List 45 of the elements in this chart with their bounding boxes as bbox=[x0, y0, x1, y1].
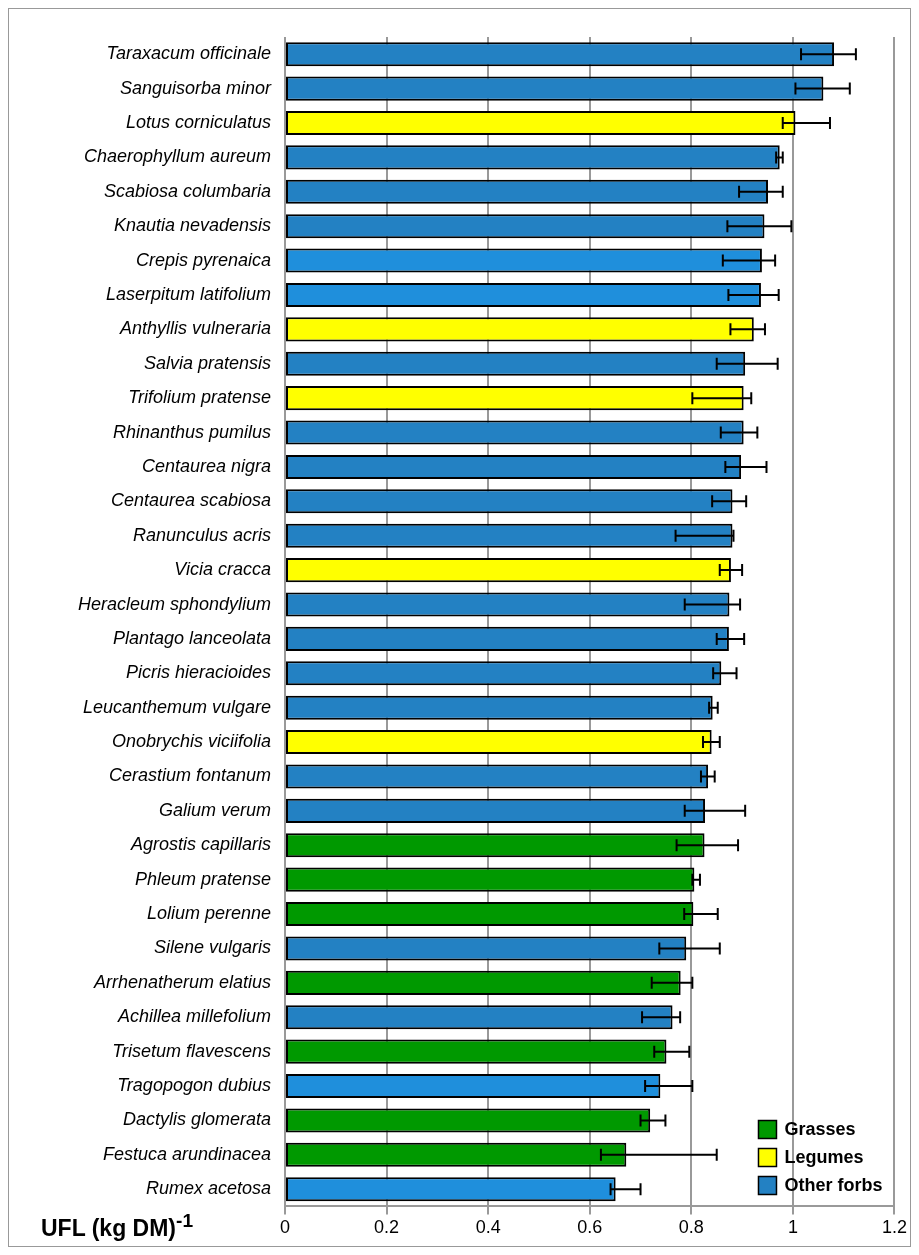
y-tick-label: Scabiosa columbaria bbox=[103, 180, 271, 201]
y-tick-label: Dactylis glomerata bbox=[122, 1109, 271, 1130]
y-tick-label: Lolium perenne bbox=[146, 903, 271, 924]
y-tick-label: Centaurea nigra bbox=[141, 455, 271, 476]
x-tick-label: 1 bbox=[787, 1217, 798, 1238]
y-tick-label: Plantago lanceolata bbox=[112, 627, 271, 648]
x-tick-label: 0.8 bbox=[678, 1217, 704, 1238]
y-tick-label: Knautia nevadensis bbox=[113, 215, 271, 236]
y-tick-label: Rhinanthus pumilus bbox=[112, 421, 271, 442]
x-axis-title: UFL (kg DM)$^{-1}$ bbox=[41, 1210, 194, 1242]
y-tick-label: Cerastium fontanum bbox=[108, 765, 271, 786]
y-tick-label: Onobrychis viciifolia bbox=[111, 731, 271, 752]
y-tick-label: Salvia pratensis bbox=[143, 352, 271, 373]
y-tick-label: Lotus corniculatus bbox=[125, 111, 271, 132]
x-tick-label: 0 bbox=[279, 1217, 291, 1238]
y-tick-label: Vicia cracca bbox=[174, 559, 271, 580]
y-tick-label: Festuca arundinacea bbox=[102, 1143, 271, 1164]
y-tick-label: Centaurea scabiosa bbox=[110, 490, 271, 511]
y-tick-label: Ranunculus acris bbox=[132, 524, 271, 545]
y-tick-label: Silene vulgaris bbox=[153, 937, 271, 958]
y-tick-label: Trifolium pratense bbox=[128, 387, 271, 408]
x-tick-label: 0.4 bbox=[475, 1217, 501, 1238]
legend-label: Grasses bbox=[784, 1119, 856, 1140]
legend-label: Other forbs bbox=[784, 1175, 883, 1196]
y-tick-label: Heracleum sphondylium bbox=[77, 593, 271, 614]
y-tick-label: Agrostis capillaris bbox=[129, 834, 271, 855]
y-tick-label: Arrhenatherum elatius bbox=[92, 971, 271, 992]
y-tick-label: Crepis pyrenaica bbox=[135, 249, 271, 270]
y-tick-label: Laserpitum latifolium bbox=[105, 283, 271, 304]
y-tick-label: Picris hieracioides bbox=[125, 662, 271, 683]
y-tick-label: Leucanthemum vulgare bbox=[82, 696, 271, 717]
legend-label: Legumes bbox=[784, 1147, 864, 1168]
x-tick-label: 0.6 bbox=[577, 1217, 603, 1238]
x-tick-label: 0.2 bbox=[374, 1217, 400, 1238]
y-tick-label: Sanguisorba minor bbox=[119, 77, 272, 98]
y-tick-label: Achillea millefolium bbox=[116, 1006, 271, 1027]
y-tick-label: Rumex acetosa bbox=[145, 1178, 271, 1199]
y-tick-label: Chaerophyllum aureum bbox=[83, 146, 271, 167]
y-tick-label: Tragopogon dubius bbox=[117, 1075, 271, 1096]
y-tick-label: Anthyllis vulneraria bbox=[118, 318, 271, 339]
y-tick-label: Taraxacum officinale bbox=[106, 43, 271, 64]
y-tick-label: Phleum pratense bbox=[134, 868, 271, 889]
x-tick-label: 1.2 bbox=[881, 1217, 907, 1238]
y-tick-label: Trisetum flavescens bbox=[112, 1040, 271, 1061]
y-tick-label: Galium verum bbox=[158, 799, 271, 820]
